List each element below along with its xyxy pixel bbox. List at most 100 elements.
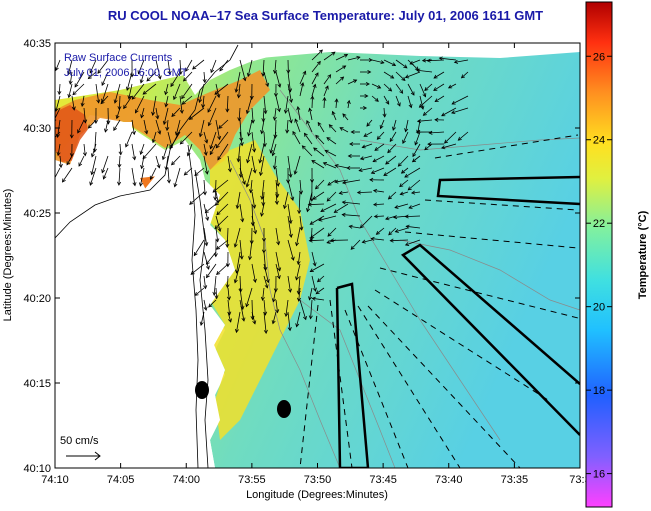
current-vector-head (89, 181, 94, 186)
current-vector (334, 203, 349, 213)
current-vector-head (415, 130, 420, 135)
x-tick-label: 73:55 (238, 474, 266, 486)
current-vector (251, 107, 254, 123)
colorbar-tick-label: 20 (593, 302, 605, 314)
current-vector (294, 119, 301, 133)
current-vector-head (217, 156, 222, 161)
current-vector-head (308, 107, 313, 112)
current-vector (323, 97, 325, 109)
current-vector-head (203, 151, 208, 156)
current-vector (371, 83, 381, 89)
current-vector (214, 215, 229, 229)
current-vector (216, 263, 229, 275)
y-tick-label: 40:30 (23, 123, 51, 135)
current-vector-head (350, 245, 355, 250)
current-vector-head (284, 312, 289, 318)
current-vector-head (382, 113, 387, 118)
current-vector (142, 143, 157, 159)
current-vector-head (271, 152, 276, 157)
current-vector (371, 95, 379, 102)
current-vector-head (214, 90, 219, 95)
current-vector (407, 59, 419, 71)
current-vector-head (167, 70, 172, 76)
current-vector-head (350, 129, 355, 135)
current-vector (239, 299, 245, 322)
current-vector-head (155, 115, 160, 120)
current-vector-head (308, 315, 313, 320)
current-vector-head (387, 195, 392, 200)
current-vector-head (240, 218, 245, 223)
survey-boxes (335, 175, 580, 468)
current-vector (299, 299, 307, 320)
current-vector-head (366, 122, 371, 127)
current-vector (239, 167, 246, 185)
current-vector (287, 275, 291, 293)
current-vector (406, 225, 421, 229)
current-vector (131, 167, 136, 186)
current-vector-head (420, 105, 425, 110)
current-vector-head (306, 120, 310, 125)
current-vector (287, 83, 292, 103)
current-vector-head (374, 147, 379, 151)
x-tick-label: 74:10 (41, 474, 69, 486)
current-vector (362, 239, 373, 243)
current-vector-head (125, 86, 130, 91)
current-vector (239, 287, 244, 310)
current-vector-head (310, 234, 315, 239)
current-vector (400, 191, 409, 195)
current-vector (203, 131, 208, 144)
current-vector (317, 275, 325, 283)
current-vector-head (399, 89, 404, 94)
current-vector-head (453, 59, 459, 64)
current-vector-head (322, 96, 327, 102)
current-vector-head (387, 149, 392, 154)
current-vector-head (164, 90, 169, 96)
current-vector (347, 79, 357, 85)
current-vector-head (198, 133, 203, 138)
current-vector-head (374, 97, 379, 102)
current-vector-head (273, 288, 278, 293)
current-vector (298, 287, 301, 302)
current-vector (131, 143, 136, 160)
current-vector-head (132, 182, 137, 187)
current-vector (362, 143, 373, 148)
current-vector (270, 131, 277, 153)
current-vector (298, 275, 301, 295)
current-vector (167, 59, 171, 75)
current-vector (69, 71, 73, 85)
current-vector (313, 147, 325, 157)
current-vector (275, 95, 280, 112)
current-vector-head (225, 284, 230, 289)
current-vector (100, 95, 109, 104)
current-vector (247, 59, 253, 77)
current-vector-head (164, 166, 169, 171)
current-vector-head (67, 71, 72, 76)
current-vector (323, 51, 336, 61)
current-vector (167, 167, 170, 183)
current-vector-head (376, 135, 381, 140)
surface-current-vectors (55, 49, 469, 335)
current-vector (217, 143, 229, 160)
current-vector (150, 167, 157, 180)
current-vector (299, 215, 303, 230)
current-vector-head (399, 183, 404, 188)
current-vector-head (248, 189, 254, 194)
current-vector (239, 203, 244, 222)
current-vector-head (131, 95, 136, 100)
current-vector (309, 239, 325, 242)
current-vector (363, 131, 373, 137)
current-vector (335, 164, 349, 169)
current-vector (55, 107, 61, 120)
current-vector (118, 95, 121, 110)
current-vector-head (401, 76, 406, 82)
current-vector (261, 179, 265, 200)
current-vector (390, 239, 409, 242)
current-vector (274, 155, 277, 169)
current-vector-head (183, 171, 188, 176)
current-vector (215, 131, 229, 149)
current-vector-head (399, 191, 404, 196)
current-vector-head (313, 147, 318, 152)
current-vector (287, 155, 292, 178)
current-vector-head (245, 183, 250, 188)
colorbar (585, 1, 613, 508)
